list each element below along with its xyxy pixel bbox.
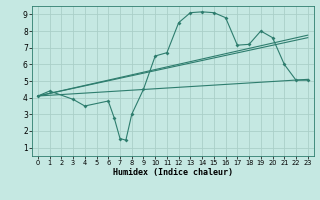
X-axis label: Humidex (Indice chaleur): Humidex (Indice chaleur) bbox=[113, 168, 233, 177]
